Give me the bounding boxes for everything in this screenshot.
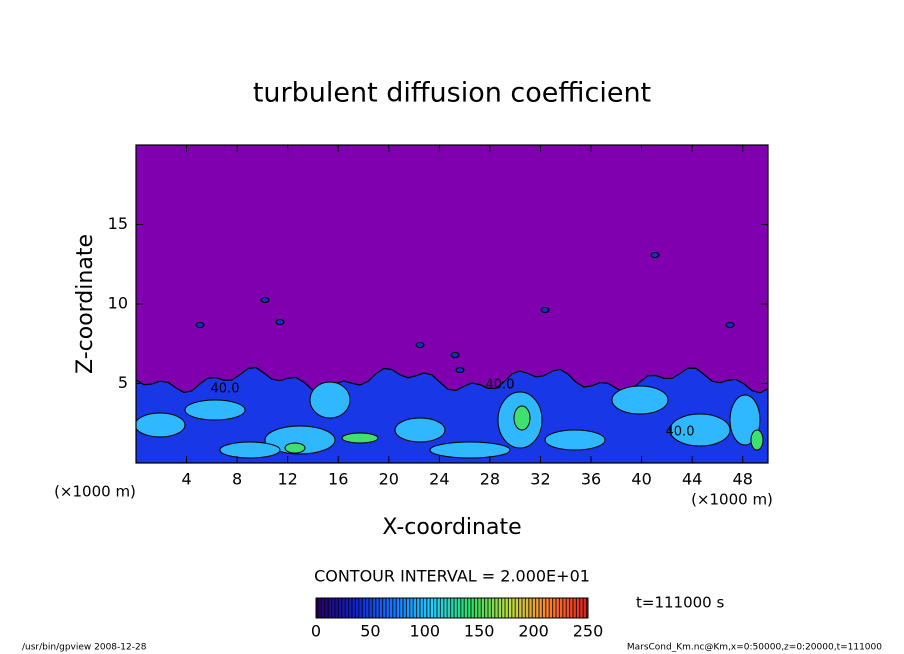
chart-title: turbulent diffusion coefficient (253, 78, 651, 109)
colorbar-tick-label: 50 (360, 622, 380, 641)
turbulent-eddy (309, 381, 351, 419)
x-tick-label: 12 (278, 470, 298, 489)
y-unit: (×1000 m) (54, 483, 136, 501)
x-tick-label: 40 (631, 470, 651, 489)
plume-cell (725, 322, 735, 328)
turbulent-eddy (394, 417, 446, 443)
strong-eddy (341, 432, 379, 444)
x-tick-label: 8 (232, 470, 242, 489)
contour-label: 40.0 (486, 378, 515, 393)
turbulent-eddy (136, 412, 186, 438)
time-label: t=111000 s (636, 594, 724, 612)
plume-cell (650, 252, 660, 258)
x-axis-label: X-coordinate (382, 515, 521, 540)
plot-area: 40.0 40.0 40.0 (136, 145, 768, 463)
turbulent-eddy (669, 413, 731, 447)
colorbar-tick-label: 200 (518, 622, 549, 641)
strong-eddy (513, 405, 531, 431)
turbulent-eddy (219, 441, 281, 459)
y-axis-label: Z-coordinate (73, 234, 98, 374)
contour-label: 40.0 (211, 382, 240, 397)
x-unit: (×1000 m) (691, 491, 773, 509)
colorbar-tick-label: 250 (573, 622, 604, 641)
x-tick-label: 28 (480, 470, 500, 489)
y-tick-label: 10 (108, 294, 128, 313)
colorbar-tick-label: 100 (410, 622, 441, 641)
turbulent-eddy (429, 441, 511, 459)
x-tick-label: 44 (682, 470, 702, 489)
turbulent-eddy (264, 425, 336, 455)
contour-label: 40.0 (666, 425, 695, 440)
plume-cell (455, 367, 465, 373)
x-tick-label: 24 (429, 470, 449, 489)
strong-eddy (284, 442, 306, 454)
x-tick-label: 16 (328, 470, 348, 489)
colorbar (315, 597, 589, 619)
x-tick-label: 20 (379, 470, 399, 489)
x-tick-label: 36 (581, 470, 601, 489)
x-tick-label: 4 (181, 470, 191, 489)
contour-interval: CONTOUR INTERVAL = 2.000E+01 (314, 567, 590, 586)
plume-cell (260, 297, 270, 303)
plume-cell (195, 322, 205, 328)
turbulent-eddy (611, 385, 669, 415)
turbulent-eddy (184, 399, 246, 421)
plume-cell (415, 342, 425, 348)
plume-cell (540, 307, 550, 313)
x-tick-label: 32 (530, 470, 550, 489)
plume-cell (275, 319, 285, 325)
turbulent-eddy (544, 429, 606, 451)
strong-eddy (750, 429, 764, 451)
footer-right: MarsCond_Km.nc@Km,x=0:50000,z=0:20000,t=… (627, 643, 882, 653)
y-tick-label: 15 (108, 214, 128, 233)
colorbar-tick-label: 150 (464, 622, 495, 641)
colorbar-tick-label: 0 (311, 622, 321, 641)
y-tick-label: 5 (118, 373, 128, 392)
plume-cell (450, 352, 460, 358)
footer-left: /usr/bin/gpview 2008-12-28 (22, 643, 147, 653)
x-tick-label: 48 (733, 470, 753, 489)
